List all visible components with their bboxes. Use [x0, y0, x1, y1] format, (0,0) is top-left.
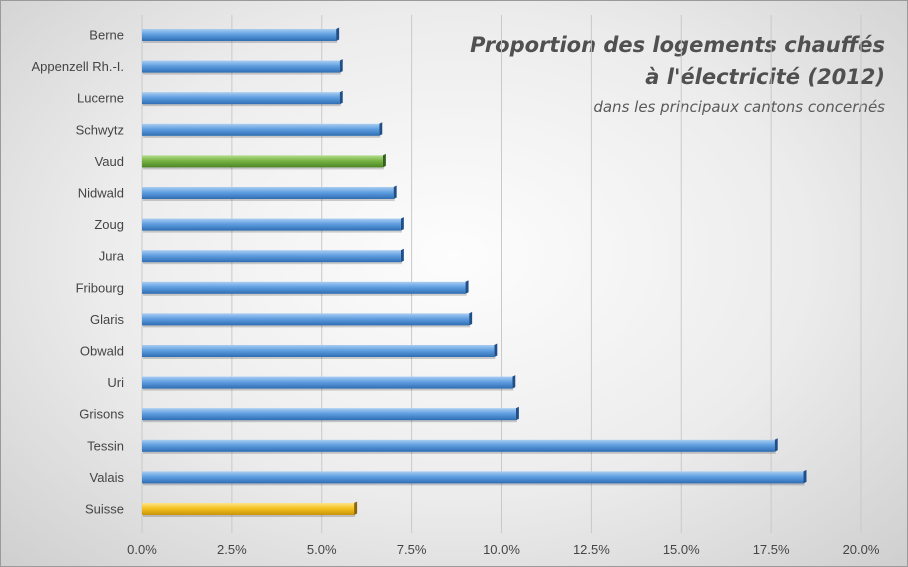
category-label: Zoug	[94, 217, 124, 232]
chart-subtitle: dans les principaux cantons concernés	[593, 98, 885, 116]
bar-face	[142, 187, 394, 199]
category-label: Glaris	[90, 312, 124, 327]
x-tick-label: 15.0%	[663, 542, 700, 557]
bar-end	[339, 59, 343, 73]
bar-face	[142, 250, 401, 263]
bar-face	[142, 60, 340, 73]
bar	[142, 375, 516, 391]
x-tick-label: 7.5%	[397, 542, 427, 557]
category-label: Obwald	[80, 344, 124, 359]
bar-face	[142, 408, 516, 421]
bar-face	[142, 218, 401, 231]
chart-title: Proportion des logements chauffés à l'él…	[470, 33, 885, 89]
bar-end	[393, 185, 397, 199]
category-label: Grisons	[79, 407, 124, 422]
category-label: Fribourg	[76, 280, 124, 295]
bar-end	[512, 375, 516, 389]
bar-face	[142, 471, 804, 484]
bar-face	[142, 92, 340, 105]
bar-end	[336, 27, 340, 41]
bar-face	[142, 376, 513, 389]
bar-face	[142, 281, 466, 294]
x-tick-label: 17.5%	[753, 542, 790, 557]
category-label: Jura	[99, 249, 125, 264]
bar-end	[400, 217, 404, 231]
bar	[142, 280, 469, 296]
bar	[142, 438, 778, 454]
bar-end	[469, 311, 473, 326]
category-label: Nidwald	[78, 186, 124, 201]
bar-face	[142, 155, 383, 168]
bar	[142, 406, 519, 423]
bar-end	[382, 153, 386, 168]
category-label: Tessin	[87, 438, 124, 453]
bar	[142, 343, 498, 359]
bar-face	[142, 123, 380, 136]
x-tick-label: 20.0%	[843, 542, 880, 557]
bar	[142, 122, 383, 138]
x-tick-label: 2.5%	[217, 542, 247, 557]
bar	[142, 311, 473, 328]
category-label: Schwytz	[76, 122, 124, 137]
bar-end	[515, 406, 519, 421]
category-label: Valais	[90, 470, 125, 485]
bar	[142, 248, 404, 265]
category-label: Vaud	[95, 154, 124, 169]
bar-end	[465, 280, 469, 294]
x-tick-label: 5.0%	[307, 542, 337, 557]
x-tick-label: 10.0%	[483, 542, 520, 557]
bar-face	[142, 439, 775, 452]
bar-face	[142, 313, 470, 326]
bar	[142, 217, 404, 233]
bar-end	[494, 343, 498, 357]
bar	[142, 90, 343, 107]
bar-end	[803, 469, 807, 484]
bar	[142, 27, 340, 43]
x-tick-label: 0.0%	[127, 542, 157, 557]
bar	[142, 59, 343, 75]
bar-face	[142, 29, 337, 41]
bar	[142, 469, 807, 486]
bar	[142, 153, 386, 170]
bar-end	[400, 248, 404, 263]
x-tick-label: 12.5%	[573, 542, 610, 557]
bar-face	[142, 345, 495, 357]
bar	[142, 501, 358, 517]
category-label: Berne	[89, 28, 124, 43]
bar-face	[142, 503, 355, 515]
category-label: Appenzell Rh.-I.	[32, 59, 125, 74]
bar-end	[379, 122, 383, 136]
category-label: Lucerne	[77, 91, 124, 106]
category-label: Uri	[107, 375, 124, 390]
bar	[142, 185, 397, 201]
bar-end	[354, 501, 358, 515]
bar-end	[774, 438, 778, 452]
category-label: Suisse	[85, 502, 124, 517]
bar-end	[339, 90, 343, 105]
